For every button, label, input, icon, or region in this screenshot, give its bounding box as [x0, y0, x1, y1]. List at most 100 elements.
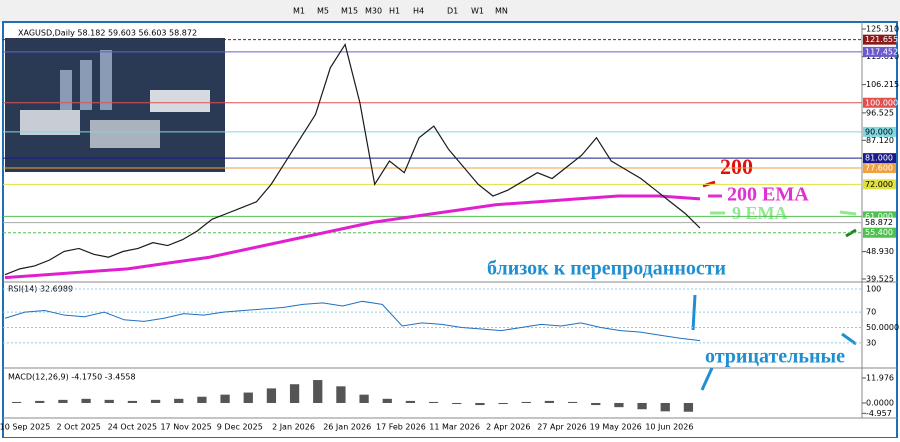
- macd-bar: [591, 402, 601, 406]
- timeframe-button[interactable]: D1: [447, 7, 458, 16]
- macd-bar: [544, 400, 555, 403]
- macd-bar: [243, 392, 253, 403]
- x-tick-label: 24 Oct 2025: [108, 423, 157, 432]
- macd-bar: [614, 402, 624, 408]
- level-label-bg: [863, 34, 896, 45]
- y-tick-label: 87.120: [866, 136, 894, 145]
- y-tick-label: 106.215: [866, 80, 899, 89]
- macd-bar: [220, 394, 230, 403]
- x-tick-label: 17 Feb 2026: [376, 423, 426, 432]
- macd-bar: [58, 399, 68, 403]
- macd-bar: [683, 402, 694, 412]
- macd-bar: [405, 400, 416, 403]
- y-tick-label: 39.525: [866, 275, 894, 284]
- x-tick-label: 2 Apr 2026: [486, 423, 530, 432]
- level-label: 117.452: [865, 47, 898, 56]
- x-tick-label: 10 Sep 2025: [0, 423, 50, 432]
- macd-bar: [150, 399, 161, 403]
- toolbar: [0, 0, 900, 22]
- level-label-bg: [863, 97, 896, 108]
- rsi-line: [4, 300, 701, 342]
- ema-200: [4, 194, 701, 280]
- x-tick-label: 26 Jan 2026: [323, 423, 371, 432]
- level-label: 58.872: [865, 218, 893, 227]
- macd-bar: [313, 380, 323, 403]
- timeframe-button[interactable]: M5: [317, 7, 329, 16]
- level-label-bg: [863, 217, 896, 228]
- price-line: [4, 42, 701, 276]
- arrow: [841, 332, 857, 346]
- level-label-bg: [863, 153, 896, 164]
- level-label: 55.400: [865, 228, 893, 237]
- y-tick-label: 30: [866, 338, 876, 347]
- macd-bar: [637, 402, 647, 410]
- timeframe-button[interactable]: M1: [293, 7, 305, 16]
- level-label: 100.000: [865, 98, 898, 107]
- macd-header: MACD(12,26,9) -4.1750 -3.4558: [8, 373, 136, 382]
- level-label-bg: [863, 211, 896, 222]
- x-tick-label: 2 Jan 2026: [272, 423, 315, 432]
- y-tick-label: 100: [866, 285, 881, 294]
- level-label: 77.600: [865, 164, 893, 173]
- arrow: [700, 367, 714, 391]
- x-tick-label: 17 Nov 2025: [160, 423, 211, 432]
- macd-bar: [359, 394, 369, 403]
- macd-bar: [567, 401, 578, 403]
- level-label: 90.000: [865, 127, 893, 136]
- macd-bar: [428, 401, 439, 403]
- level-label: 72.000: [865, 180, 893, 189]
- macd-bar: [475, 402, 485, 406]
- macd-bar: [660, 402, 670, 412]
- macd-bar: [174, 398, 184, 403]
- image: [60, 70, 72, 110]
- level-label: 61.000: [865, 212, 893, 221]
- macd-bar: [266, 388, 277, 403]
- annotation: 200 EMA: [727, 184, 809, 206]
- level-label-bg: [863, 126, 896, 137]
- y-tick-label: -4.957: [866, 409, 892, 418]
- x-tick-label: 19 May 2026: [590, 423, 642, 432]
- timeframe-button[interactable]: M30: [365, 7, 382, 16]
- arrow: [691, 294, 697, 331]
- level-label-bg: [863, 163, 896, 174]
- x-tick-label: 10 Jun 2026: [645, 423, 693, 432]
- macd-bar: [104, 399, 114, 403]
- image: [20, 110, 80, 135]
- y-tick-label: 125.310: [866, 25, 899, 34]
- timeframe-button[interactable]: MN: [495, 7, 508, 16]
- x-tick-label: 11 Mar 2026: [429, 423, 480, 432]
- macd-bar: [35, 400, 45, 403]
- macd-bar: [289, 384, 300, 403]
- level-label-bg: [863, 179, 896, 190]
- macd-bar: [498, 402, 508, 405]
- y-tick-label: 70: [866, 308, 876, 317]
- level-label-bg: [863, 46, 896, 57]
- x-tick-label: 2 Oct 2025: [57, 423, 101, 432]
- level-label: 121.655: [865, 35, 898, 44]
- timeframe-button[interactable]: M15: [341, 7, 358, 16]
- image: [80, 60, 92, 110]
- y-tick-label: 96.525: [866, 108, 894, 117]
- image: [100, 50, 112, 110]
- timeframe-button[interactable]: H1: [389, 7, 400, 16]
- macd-bar: [197, 396, 207, 403]
- y-tick-label: 48.930: [866, 247, 894, 256]
- timeframe-button[interactable]: W1: [471, 7, 484, 16]
- level-label-bg: [863, 227, 896, 238]
- timeframe-button[interactable]: H4: [413, 7, 424, 16]
- macd-bar: [382, 398, 392, 403]
- symbol-header: XAGUSD,Daily 58.182 59.603 56.603 58.872: [18, 29, 197, 38]
- thumbnail: [5, 38, 225, 172]
- annotation: 9 EMA: [732, 203, 788, 223]
- macd-bar: [336, 386, 346, 403]
- arrows: [691, 180, 857, 391]
- macd-bar: [11, 401, 22, 403]
- macd-bar: [127, 400, 138, 403]
- macd-bar: [81, 398, 91, 403]
- level-label: 81.000: [865, 154, 893, 163]
- macd-bar: [521, 401, 531, 403]
- arrow: [839, 210, 857, 216]
- x-tick-label: 9 Dec 2025: [217, 423, 263, 432]
